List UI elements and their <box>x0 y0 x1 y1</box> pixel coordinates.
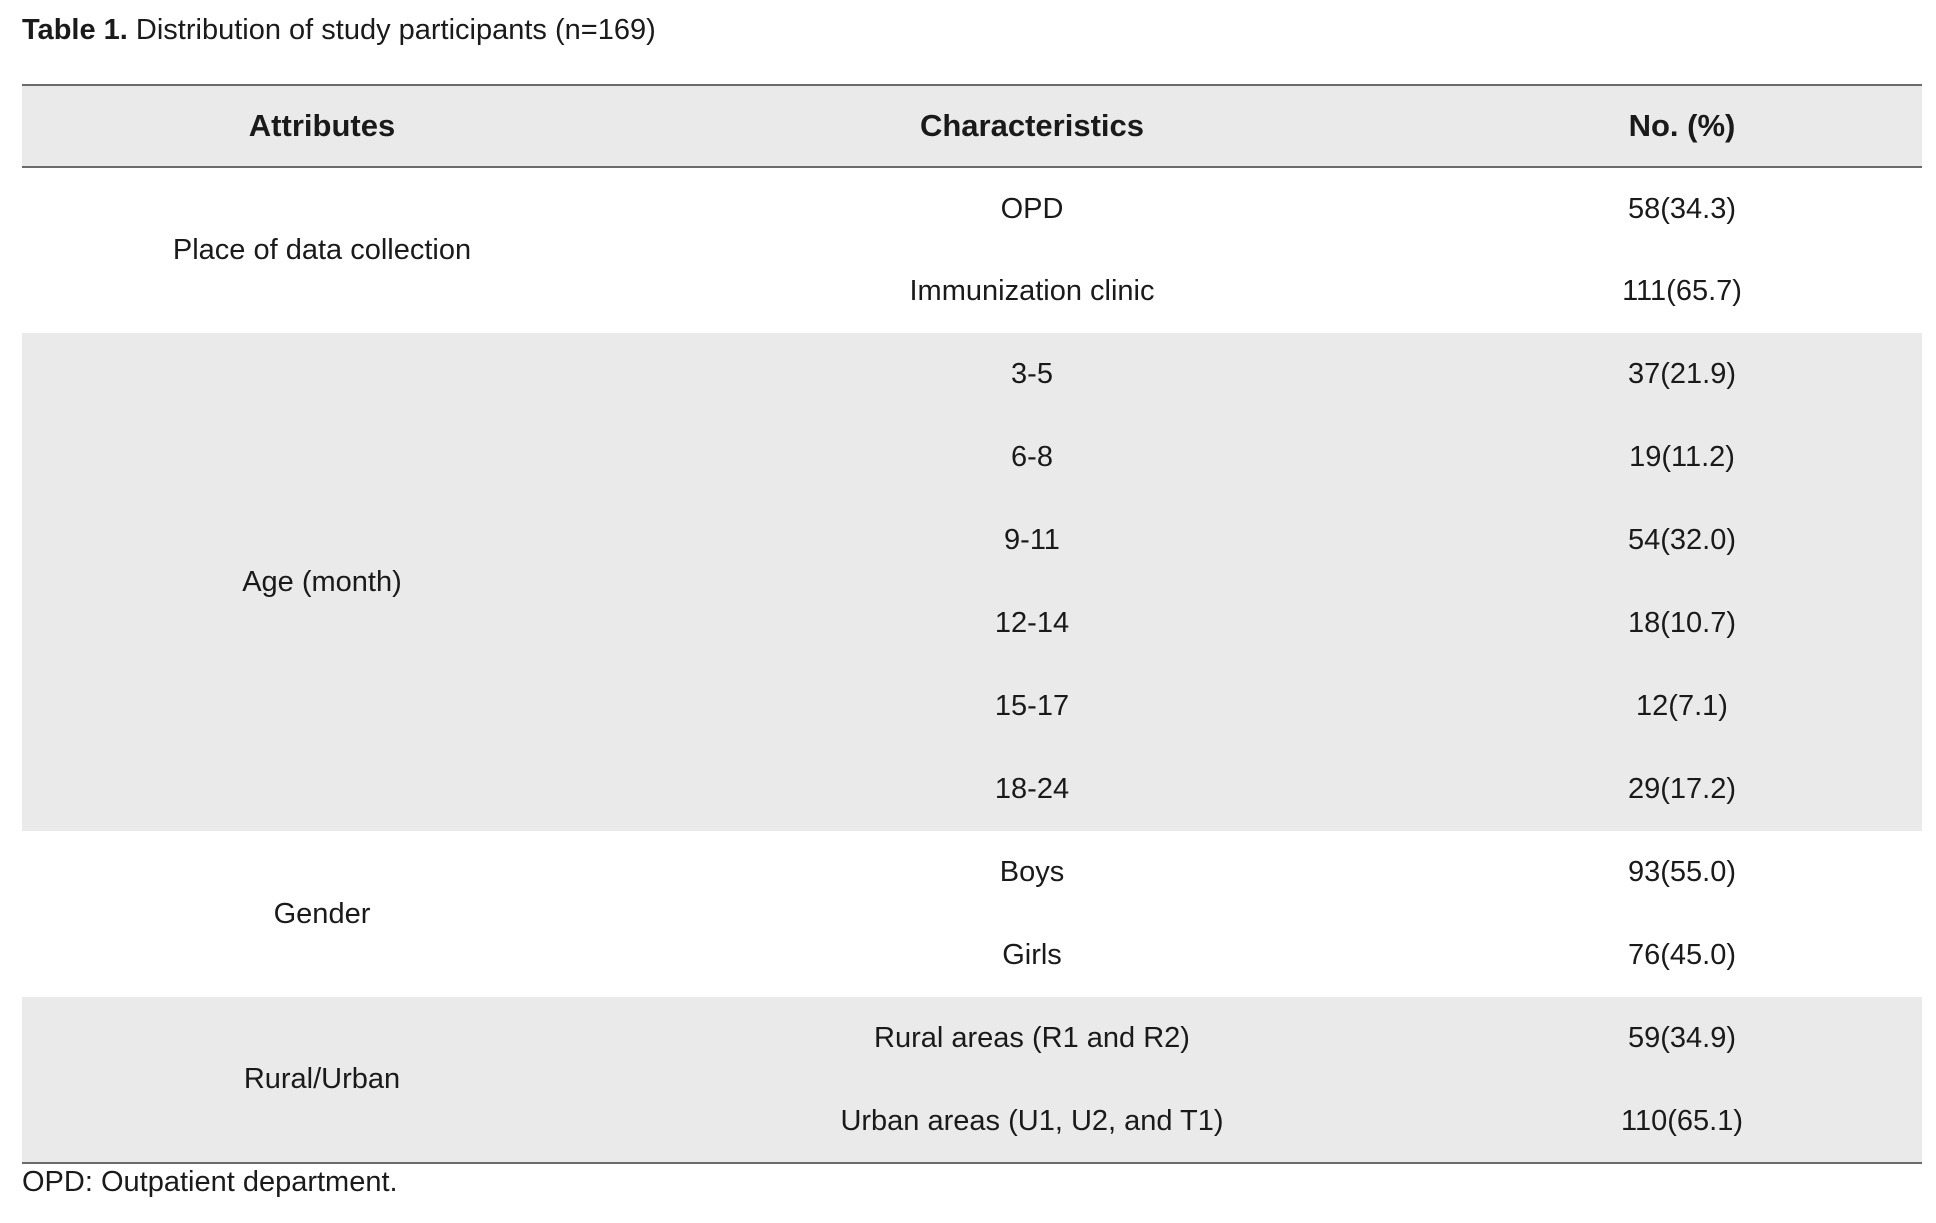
characteristic-cell: 18-24 <box>994 773 1070 805</box>
header-characteristics: Characteristics <box>622 85 1442 168</box>
characteristic-cell: Urban areas (U1, U2, and T1) <box>840 1104 1224 1137</box>
value-cell: 58(34.3) <box>1627 192 1736 225</box>
value-cell: 93(55.0) <box>1627 856 1736 888</box>
group-age-month: Age (month) 3-5 37(21.9) 6-8 19(11.2) 9-… <box>22 333 1922 831</box>
characteristic-cell: OPD <box>1000 192 1064 225</box>
characteristic-cell: 12-14 <box>994 607 1070 639</box>
header-row: Attributes Characteristics No. (%) <box>22 85 1922 168</box>
characteristic-cell: Rural areas (R1 and R2) <box>874 1022 1190 1054</box>
table-row: Place of data collection OPD 58(34.3) <box>22 167 1922 266</box>
table-row: Rural/Urban Rural areas (R1 and R2) 59(3… <box>22 997 1922 1095</box>
characteristic-cell: 6-8 <box>1011 441 1053 473</box>
value-cell: 110(65.1) <box>1621 1104 1743 1137</box>
characteristic-cell: Girls <box>1002 939 1062 971</box>
group-rural-urban: Rural/Urban Rural areas (R1 and R2) 59(3… <box>22 997 1922 1163</box>
value-cell: 54(32.0) <box>1627 524 1736 556</box>
data-table-container: Attributes Characteristics No. (%) Place… <box>22 84 1922 1164</box>
attribute-cell: Rural/Urban <box>243 1063 401 1095</box>
table-caption-text: Distribution of study participants (n=16… <box>127 14 656 46</box>
table-row: Age (month) 3-5 37(21.9) <box>22 333 1922 598</box>
header-attributes: Attributes <box>22 85 622 168</box>
header-count-percent: No. (%) <box>1442 85 1922 168</box>
table-header: Attributes Characteristics No. (%) <box>22 85 1922 168</box>
attribute-cell: Gender <box>273 897 371 930</box>
value-cell: 12(7.1) <box>1636 690 1728 722</box>
value-cell: 18(10.7) <box>1627 607 1736 639</box>
characteristic-cell: Boys <box>999 856 1065 888</box>
table-footnote: OPD: Outpatient department. <box>22 1166 398 1198</box>
group-gender: Gender Boys 93(55.0) Girls 76(45.0) <box>22 831 1922 997</box>
table-row: Gender Boys 93(55.0) <box>22 831 1922 930</box>
participants-table: Attributes Characteristics No. (%) Place… <box>22 84 1922 1164</box>
table-caption-label: Table 1. <box>22 14 128 46</box>
value-cell: 37(21.9) <box>1627 358 1736 390</box>
characteristic-cell: Immunization clinic <box>909 275 1155 307</box>
value-cell: 19(11.2) <box>1629 441 1735 473</box>
attribute-cell: Place of data collection <box>172 234 472 266</box>
attribute-cell: Age (month) <box>242 565 402 598</box>
group-place-of-data-collection: Place of data collection OPD 58(34.3) Im… <box>22 167 1922 333</box>
value-cell: 29(17.2) <box>1627 773 1736 805</box>
table-caption: Table 1. Distribution of study participa… <box>22 10 656 50</box>
value-cell: 76(45.0) <box>1627 939 1736 971</box>
characteristic-cell: 9-11 <box>1004 524 1060 556</box>
value-cell: 111(65.7) <box>1622 275 1742 307</box>
characteristic-cell: 3-5 <box>1011 358 1053 390</box>
value-cell: 59(34.9) <box>1627 1022 1736 1054</box>
characteristic-cell: 15-17 <box>994 690 1070 722</box>
